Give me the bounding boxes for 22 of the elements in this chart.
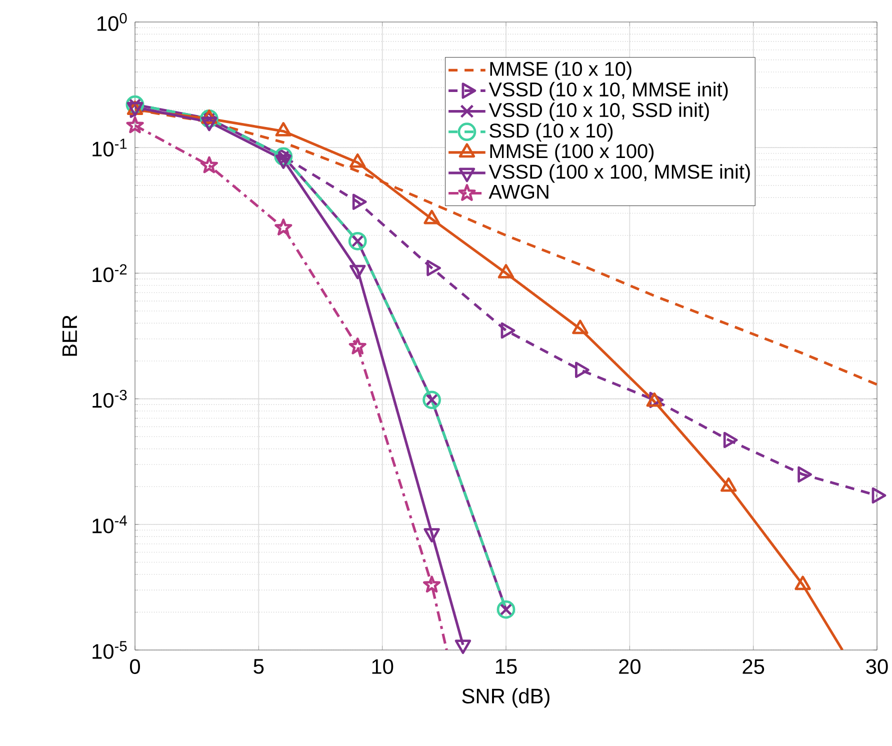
y-tick-label: 10$^{0}$ [98,13,127,31]
legend-label: VSSD (100 x 100, MMSE init) [488,164,750,183]
y-axis-title: BER [62,315,77,356]
legend-label: VSSD (10 x 10, SSD init) [488,102,709,122]
x-tick-label: 10 [372,659,394,674]
y-tick-label: 10$^{-2}$ [92,264,127,282]
legend-label: MMSE (100 x 100) [490,144,654,162]
y-tick-label: 10$^{-4}$ [92,516,127,534]
y-tick-label: 10$^{-3}$ [92,390,127,408]
x-tick-label: 0 [130,659,140,674]
y-tick-label: 10$^{-1}$ [92,138,127,156]
legend-label: VSSD (10 x 10, MMSE init) [488,82,728,100]
x-axis-title: SNR (dB) [462,688,550,708]
legend-label: AWGN [488,184,548,199]
x-tick-label: 5 [254,659,264,674]
legend-label: MMSE (10 x 10) [490,61,632,80]
x-tick-label: 15 [496,659,517,674]
x-tick-label: 25 [742,659,764,674]
x-tick-label: 30 [866,659,888,674]
x-tick-label: 20 [619,659,640,674]
legend-label: SSD (10 x 10) [490,123,613,142]
y-tick-label: 10$^{-5}$ [92,641,127,659]
